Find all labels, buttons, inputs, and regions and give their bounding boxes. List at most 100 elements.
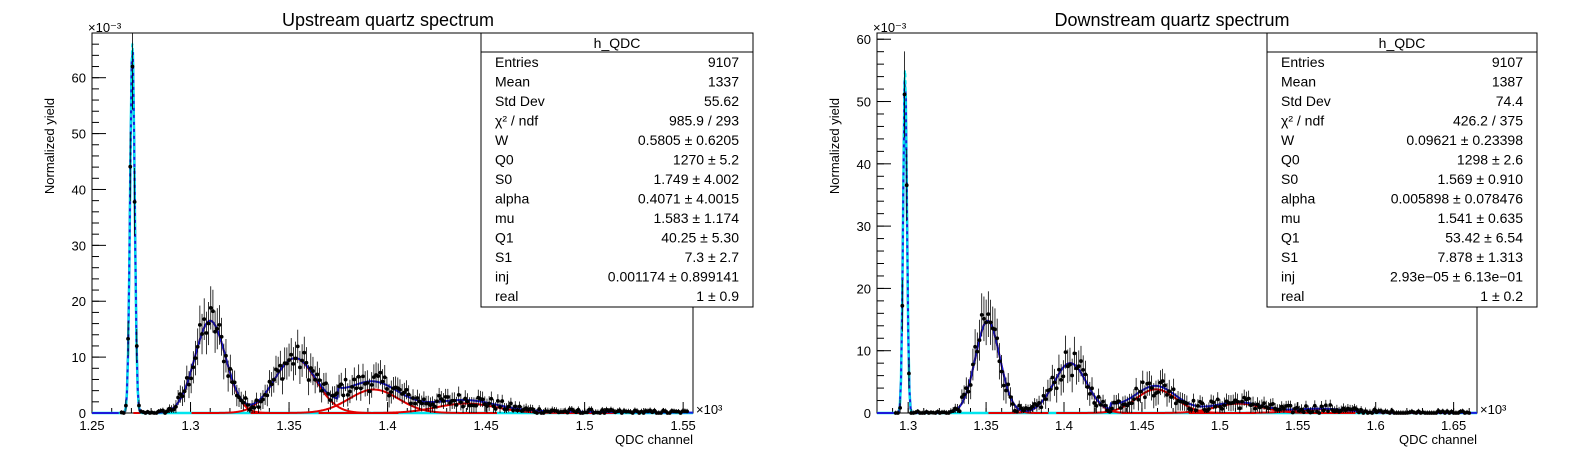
stats-row-label: χ² / ndf	[495, 113, 538, 129]
data-point	[1134, 386, 1139, 391]
data-point	[982, 316, 986, 321]
data-point	[356, 374, 361, 379]
data-point	[1143, 395, 1147, 400]
data-point	[184, 375, 189, 380]
stats-row-value: 53.42 ± 6.54	[1445, 230, 1523, 246]
data-point	[245, 403, 250, 407]
data-point	[1354, 407, 1359, 412]
data-point	[211, 309, 215, 314]
stats-box-frame	[1266, 32, 1538, 308]
data-point	[380, 379, 385, 384]
stats-row-value: 0.09621 ± 0.23398	[1406, 132, 1523, 148]
data-point	[247, 407, 252, 412]
data-point	[308, 366, 313, 370]
stats-row-value: 0.4071 ± 4.0015	[638, 191, 739, 207]
stats-row-label: S1	[1281, 249, 1298, 265]
y-tick-label: 60	[857, 32, 871, 47]
stats-row-value: 1 ± 0.9	[696, 288, 739, 304]
stats-box: h_QDC Entries 9107 Mean 1337 Std Dev 55.62 χ² /…	[480, 32, 754, 308]
stats-row-value: 1337	[708, 74, 739, 90]
data-point	[1147, 381, 1152, 386]
y-tick-label: 30	[857, 219, 871, 234]
data-point	[348, 389, 352, 394]
stats-row-label: Q0	[495, 152, 514, 168]
data-point	[598, 411, 602, 415]
data-point	[487, 401, 492, 406]
data-point	[1050, 375, 1055, 380]
data-point	[345, 392, 350, 397]
data-point	[134, 344, 139, 348]
y-tick-label: 20	[857, 281, 871, 296]
stats-row-label: S0	[1281, 171, 1298, 187]
data-point	[1037, 401, 1041, 405]
data-point	[1312, 403, 1317, 408]
data-point	[1301, 410, 1306, 415]
data-point	[517, 404, 522, 409]
stats-row-value: 1387	[1492, 74, 1523, 90]
data-point	[458, 400, 463, 404]
data-point	[493, 407, 498, 411]
y-tick-label: 50	[72, 127, 86, 142]
data-point	[1136, 397, 1141, 402]
data-point	[1207, 407, 1211, 411]
x-tick-label: 1.4	[379, 418, 397, 433]
data-point	[202, 317, 207, 322]
data-point	[341, 393, 346, 398]
data-point	[267, 379, 272, 384]
data-point	[226, 374, 231, 378]
stats-box-title: h_QDC	[594, 35, 641, 51]
data-point	[1072, 351, 1077, 356]
stats-row-label: Q0	[1281, 152, 1300, 168]
data-point	[350, 384, 355, 389]
data-point	[907, 371, 911, 376]
y-tick-label: 0	[79, 406, 86, 421]
data-point	[1259, 404, 1264, 409]
x-tick-label: 1.3	[181, 418, 199, 433]
x-tick-label: 1.55	[1285, 418, 1310, 433]
data-point	[1255, 402, 1260, 407]
data-point	[1220, 406, 1225, 411]
data-point	[430, 402, 435, 407]
data-point	[315, 372, 320, 377]
data-point	[1083, 372, 1088, 377]
data-point	[204, 331, 209, 335]
data-point	[1063, 350, 1068, 355]
data-point	[221, 359, 226, 364]
data-point	[252, 405, 257, 410]
data-point	[228, 367, 233, 371]
data-point	[986, 312, 991, 317]
data-point	[1282, 406, 1286, 411]
data-point	[261, 397, 265, 402]
stats-row-value: 74.4	[1496, 93, 1523, 109]
data-point	[988, 320, 993, 325]
y-exponent-label: ×10⁻³	[88, 20, 122, 35]
data-point	[1001, 383, 1006, 388]
data-point	[1030, 404, 1035, 409]
data-point	[993, 327, 997, 332]
data-point	[474, 403, 479, 408]
stats-row-label: χ² / ndf	[1281, 113, 1324, 129]
data-point	[1149, 386, 1154, 390]
data-point	[1251, 402, 1255, 407]
data-point	[1151, 393, 1156, 398]
x-exponent-label: ×10³	[696, 402, 723, 417]
data-point	[1235, 399, 1240, 404]
stats-row-label: alpha	[495, 191, 529, 207]
data-point	[962, 392, 966, 397]
data-point	[1231, 400, 1236, 405]
y-exponent-label: ×10⁻³	[873, 20, 907, 35]
data-point	[1010, 402, 1015, 406]
data-point	[1054, 386, 1059, 391]
data-point	[306, 378, 311, 382]
data-point	[630, 411, 635, 415]
data-point	[295, 344, 300, 349]
y-tick-label: 50	[857, 95, 871, 110]
data-point	[437, 393, 442, 398]
data-point	[565, 410, 570, 415]
data-point	[385, 387, 389, 391]
data-point	[1092, 401, 1097, 405]
stats-row-value: 1 ± 0.2	[1480, 288, 1523, 304]
data-point	[513, 404, 518, 409]
data-point	[600, 408, 605, 412]
